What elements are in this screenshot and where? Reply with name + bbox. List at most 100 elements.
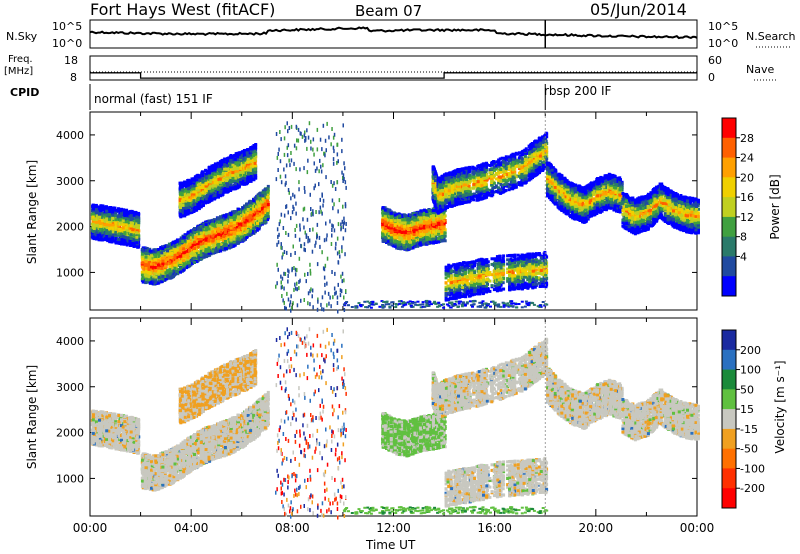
power-mark xyxy=(131,242,134,245)
velocity-ytick-label: 2000 xyxy=(56,427,84,440)
velocity-mark xyxy=(120,449,123,452)
power-mark xyxy=(98,234,101,237)
power-mark xyxy=(130,214,133,217)
power-mark xyxy=(105,217,108,220)
velocity-mark xyxy=(123,415,126,418)
power-mark xyxy=(141,274,144,277)
velocity-mark xyxy=(92,429,95,432)
velocity-mark xyxy=(120,414,123,417)
velocity-mark xyxy=(99,431,102,434)
power-mark xyxy=(122,220,125,223)
velocity-mark xyxy=(135,447,138,450)
velocity-mark xyxy=(122,433,125,436)
velocity-mark xyxy=(92,432,95,435)
velocity-mark xyxy=(141,454,144,457)
velocity-mark xyxy=(122,429,125,432)
velocity-mark xyxy=(148,474,151,477)
velocity-mark xyxy=(135,437,138,440)
power-mark xyxy=(105,229,108,232)
velocity-mark xyxy=(135,442,138,445)
power-mark xyxy=(108,231,111,234)
power-mark xyxy=(131,211,134,214)
velocity-mark xyxy=(123,420,126,423)
power-mark xyxy=(122,223,125,226)
power-mark xyxy=(92,235,95,238)
power-mark xyxy=(129,240,132,243)
velocity-mark xyxy=(117,420,120,423)
power-mark xyxy=(122,235,125,238)
power-mark xyxy=(145,267,148,270)
power-mark xyxy=(98,213,101,216)
velocity-mark xyxy=(131,417,134,420)
velocity-mark xyxy=(145,458,148,461)
power-mark xyxy=(105,210,108,213)
power-mark xyxy=(135,224,138,227)
velocity-mark xyxy=(108,441,111,444)
velocity-mark xyxy=(144,487,147,490)
velocity-mark xyxy=(108,437,111,440)
power-mark xyxy=(148,268,151,271)
power-mark xyxy=(108,213,111,216)
power-mark xyxy=(135,241,138,244)
velocity-ytick-label: 4000 xyxy=(56,335,84,348)
velocity-mark xyxy=(98,426,101,429)
velocity-mark xyxy=(98,444,101,447)
velocity-mark xyxy=(150,487,153,490)
velocity-mark xyxy=(98,440,101,443)
velocity-mark xyxy=(123,449,126,452)
nsky-series-line xyxy=(90,28,697,39)
velocity-mark xyxy=(108,414,111,417)
velocity-mark xyxy=(145,481,148,484)
power-mark xyxy=(135,216,138,219)
velocity-mark xyxy=(145,473,148,476)
power-mark xyxy=(105,238,108,241)
power-mark xyxy=(117,238,120,241)
velocity-mark xyxy=(122,441,125,444)
freq-panel-frame xyxy=(90,56,697,80)
power-ytick-label: 4000 xyxy=(56,129,84,142)
power-mark xyxy=(105,223,108,226)
power-mark xyxy=(117,214,120,217)
power-mark xyxy=(117,208,120,211)
power-mark xyxy=(141,277,144,280)
power-mark xyxy=(141,261,144,264)
power-mark xyxy=(92,223,95,226)
velocity-mark xyxy=(105,444,108,447)
velocity-mark xyxy=(149,478,152,481)
power-mark xyxy=(149,272,152,275)
velocity-mark xyxy=(130,424,133,427)
power-mark xyxy=(144,281,147,284)
velocity-mark xyxy=(141,464,144,467)
velocity-mark xyxy=(111,443,114,446)
velocity-mark xyxy=(122,426,125,429)
power-mark xyxy=(145,264,148,267)
power-mark xyxy=(98,207,101,210)
power-mark xyxy=(92,216,95,219)
velocity-mark xyxy=(150,460,153,463)
power-mark xyxy=(105,235,108,238)
power-mark xyxy=(150,281,153,284)
velocity-mark xyxy=(130,439,133,442)
velocity-mark xyxy=(105,435,108,438)
power-mark xyxy=(130,233,133,236)
velocity-mark xyxy=(141,467,144,470)
velocity-mark xyxy=(108,424,111,427)
power-mark xyxy=(92,204,95,207)
power-mark xyxy=(141,248,144,251)
velocity-mark xyxy=(111,423,114,426)
power-mark xyxy=(145,256,148,259)
power-mark xyxy=(123,231,126,234)
velocity-mark xyxy=(130,431,133,434)
velocity-mark xyxy=(105,429,108,432)
power-mark xyxy=(111,217,114,220)
velocity-mark xyxy=(105,438,108,441)
power-mark xyxy=(98,220,101,223)
power-mark xyxy=(145,260,148,263)
velocity-mark xyxy=(141,459,144,462)
power-mark xyxy=(120,208,123,211)
velocity-mark xyxy=(105,441,108,444)
freq-series-line xyxy=(90,73,697,78)
power-mark xyxy=(111,237,114,240)
velocity-mark xyxy=(141,472,144,475)
velocity-mark xyxy=(129,446,132,449)
